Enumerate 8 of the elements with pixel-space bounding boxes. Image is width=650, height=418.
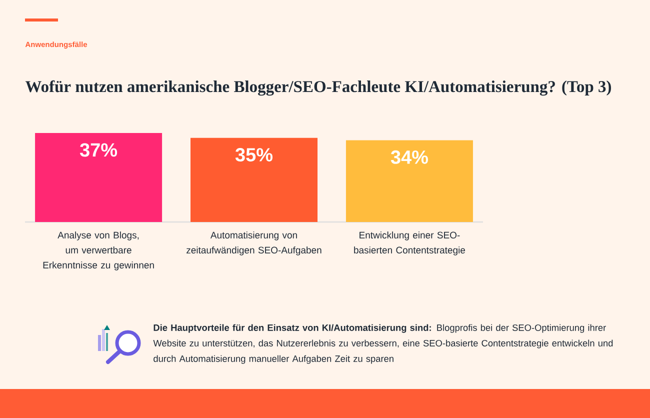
chart-title: Wofür nutzen amerikanische Blogger/SEO-Fachleute KI/Automatisierung? (Top 3) — [25, 80, 611, 96]
text: Die Hauptvorteile für den Einsatz von KI/Automatisierung sind: Blogprofis bei der SEO-Optimierung ihrer Website zu unterstützen, das Nutzererlebnis zu verbessern, eine SEO-basierte Contentstrategie entwickeln und durch Automatisierung manueller Aufgaben Zeit zu sparen — [153, 324, 613, 364]
data-label: 34% — [390, 150, 428, 164]
x-tick-label: Analyse von Blogs, um verwertbare Erkenntnisse zu gewinnen — [43, 232, 154, 270]
data-label: 35% — [235, 148, 273, 162]
data-label: 37% — [80, 143, 118, 157]
x-tick-label: Automatisierung von zeitaufwändigen SEO-Aufgaben — [186, 232, 322, 256]
x-tick-label: Entwicklung einer SEO-basierten Contentstrategie — [354, 232, 466, 256]
